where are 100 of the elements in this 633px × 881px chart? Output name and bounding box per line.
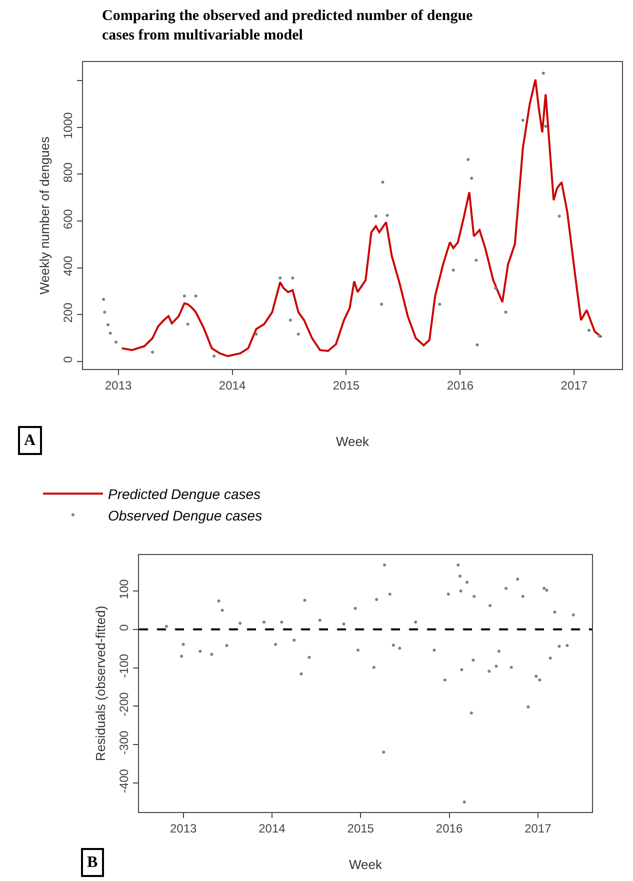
point	[217, 600, 220, 603]
point	[494, 286, 498, 290]
x-tick-label: 2013	[104, 378, 132, 392]
point	[521, 594, 524, 598]
point	[182, 294, 186, 298]
point	[553, 610, 556, 614]
point	[466, 158, 470, 161]
point	[374, 214, 378, 218]
point	[494, 664, 498, 668]
point	[542, 586, 546, 590]
point	[414, 620, 418, 624]
point	[280, 620, 284, 624]
x-tick-label: 2015	[332, 378, 360, 392]
x-tick-label: 2017	[524, 821, 552, 836]
y-axis-title: Residuals (observed-fitted)	[93, 606, 108, 762]
y-tick-label: -200	[117, 692, 132, 716]
point	[164, 624, 168, 628]
y-axis-title: Weekly number of dengues	[37, 136, 52, 295]
point	[151, 350, 154, 354]
point	[548, 656, 552, 660]
point	[521, 118, 524, 122]
point	[356, 648, 360, 652]
y-tick-label: 400	[61, 256, 76, 276]
point	[462, 800, 466, 804]
point	[438, 302, 442, 306]
point	[472, 594, 476, 598]
x-tick-label: 2015	[347, 821, 374, 836]
point	[381, 180, 384, 184]
point	[182, 642, 185, 646]
point	[108, 332, 112, 335]
point	[198, 650, 202, 653]
y-tick-label: 100	[117, 578, 132, 600]
point	[488, 604, 492, 608]
y-tick-label: -300	[117, 730, 132, 755]
point	[274, 642, 278, 646]
y-tick-label: 200	[61, 302, 76, 323]
point	[225, 644, 228, 648]
y-tick-label: 0	[117, 624, 132, 631]
point	[102, 298, 106, 301]
line-series	[120, 78, 602, 358]
point	[538, 678, 542, 682]
point	[443, 678, 446, 682]
point	[300, 672, 303, 676]
point	[386, 214, 389, 217]
x-tick-label: 2014	[218, 378, 246, 392]
text: A	[24, 432, 36, 449]
point	[292, 638, 296, 642]
point	[318, 618, 322, 622]
chart-title: Comparing the observed and predicted number of dengue cases from multivariable model	[102, 8, 474, 44]
x-tick-label: 2017	[560, 378, 588, 392]
x-axis-title: Week	[349, 857, 382, 872]
point	[114, 340, 118, 344]
point	[476, 343, 479, 346]
point	[460, 668, 464, 672]
point	[382, 750, 386, 754]
point	[372, 666, 376, 669]
point	[526, 705, 530, 708]
point	[470, 176, 474, 180]
x-tick-label: 2016	[446, 378, 474, 392]
y-tick-label: 800	[61, 162, 76, 182]
point	[254, 332, 258, 336]
point	[572, 613, 575, 616]
point	[262, 620, 266, 624]
y-tick-label: 0	[61, 356, 76, 363]
point	[432, 648, 436, 652]
point	[558, 644, 561, 648]
point	[354, 606, 357, 610]
point	[288, 318, 292, 322]
point	[398, 646, 402, 650]
point	[291, 276, 294, 280]
point	[180, 654, 184, 658]
y-tick-label: -400	[117, 768, 132, 794]
text: B	[87, 854, 98, 871]
point	[210, 652, 214, 656]
y-tick-label: 1000	[61, 112, 76, 140]
point	[194, 294, 198, 298]
point	[238, 622, 242, 625]
point	[534, 674, 538, 678]
point	[516, 578, 520, 581]
x-tick-label: 2016	[436, 821, 463, 836]
point	[186, 322, 190, 326]
point	[510, 666, 513, 669]
point	[474, 258, 478, 262]
point	[470, 712, 473, 715]
point	[544, 124, 548, 128]
point	[458, 574, 462, 578]
point	[587, 328, 590, 332]
point	[278, 276, 282, 280]
point	[598, 334, 601, 338]
point	[296, 332, 300, 336]
point	[542, 72, 545, 75]
y-tick-label: -100	[117, 654, 132, 678]
point	[392, 644, 395, 647]
point	[504, 586, 508, 590]
point	[452, 268, 455, 272]
point	[220, 608, 224, 612]
point	[459, 590, 462, 593]
x-tick-label: 2014	[258, 821, 286, 836]
x-axis-title: Week	[336, 434, 370, 449]
point	[545, 588, 548, 592]
